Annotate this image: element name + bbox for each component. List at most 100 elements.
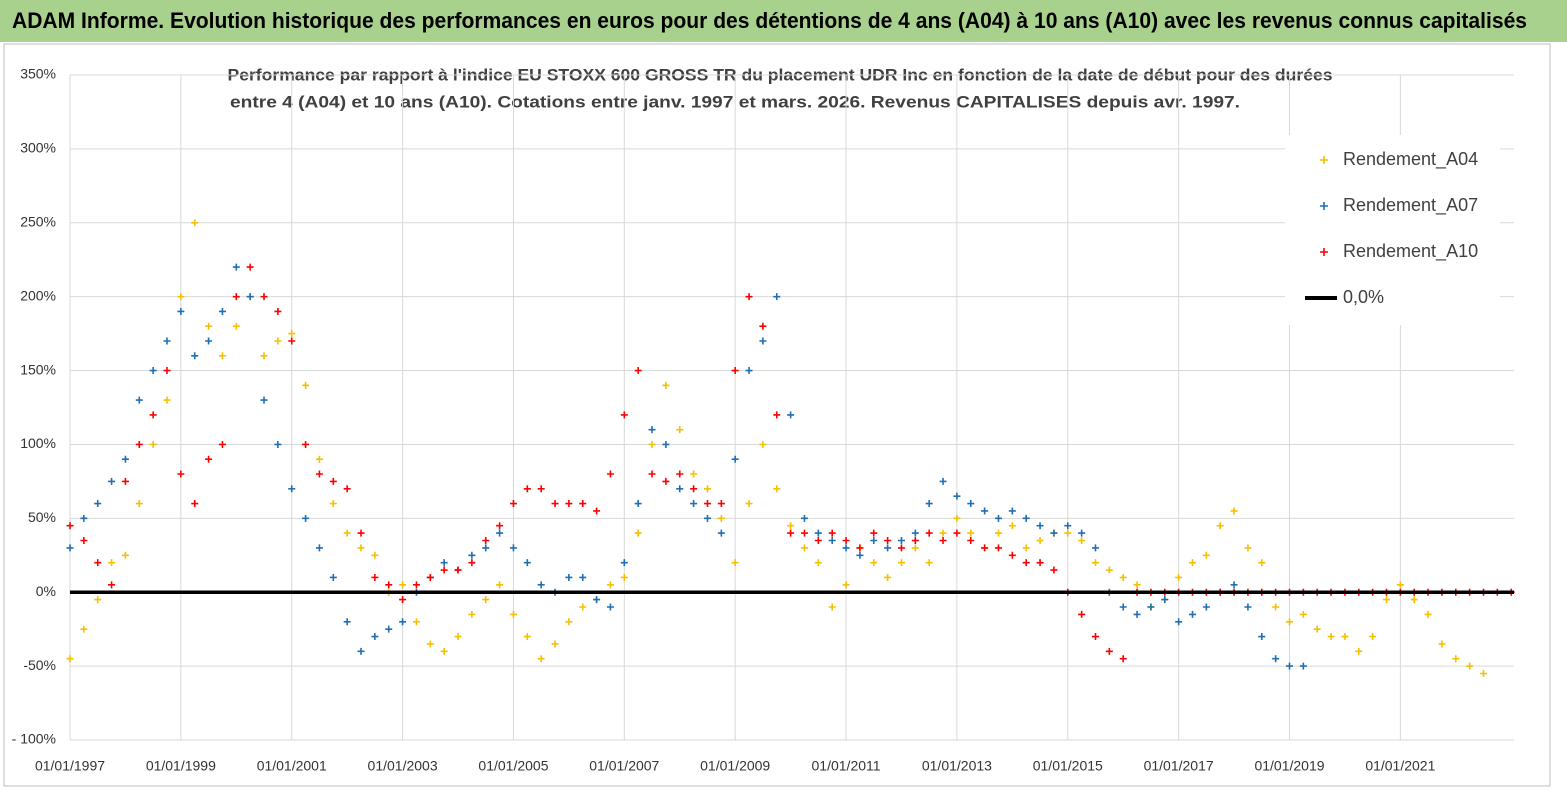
x-tick-label: 01/01/2009	[700, 758, 770, 774]
data-point	[288, 337, 296, 345]
data-point	[676, 485, 684, 493]
data-point	[1424, 610, 1432, 618]
data-point	[828, 537, 836, 544]
data-point	[1216, 522, 1224, 530]
data-point	[634, 500, 642, 508]
data-point	[260, 396, 268, 404]
data-point	[1036, 522, 1044, 530]
data-point	[288, 330, 296, 338]
data-point	[232, 293, 240, 301]
data-point	[66, 655, 74, 663]
data-point	[759, 322, 767, 330]
data-point	[80, 537, 88, 544]
data-point	[1091, 559, 1099, 567]
data-point	[814, 529, 822, 537]
data-point	[496, 522, 504, 530]
data-point	[108, 559, 116, 567]
data-point	[842, 544, 850, 552]
data-point	[1244, 603, 1252, 611]
data-point	[302, 514, 310, 522]
data-point	[66, 544, 74, 552]
data-point	[1286, 618, 1293, 626]
data-point	[606, 470, 614, 478]
data-point	[1133, 610, 1141, 618]
data-point	[800, 514, 808, 522]
data-point	[911, 529, 919, 537]
data-point	[565, 500, 573, 508]
data-point	[496, 529, 504, 537]
data-point	[620, 559, 628, 567]
data-point	[482, 596, 490, 604]
data-point	[579, 603, 587, 611]
data-point	[606, 603, 614, 611]
data-point	[1202, 551, 1210, 559]
data-point	[551, 500, 559, 508]
data-point	[897, 544, 905, 552]
data-point	[357, 647, 365, 655]
data-point	[66, 522, 74, 530]
data-point	[676, 426, 684, 434]
data-point	[856, 544, 864, 552]
data-point	[1022, 514, 1030, 522]
data-point	[745, 293, 753, 301]
data-point	[1036, 537, 1044, 544]
data-point	[205, 322, 213, 330]
x-tick-label: 01/01/2001	[257, 758, 327, 774]
data-point	[426, 640, 434, 648]
data-point	[870, 529, 878, 537]
data-point	[703, 514, 711, 522]
data-point	[634, 367, 642, 375]
data-point	[412, 618, 420, 626]
data-point	[440, 566, 448, 574]
x-tick-label: 01/01/2013	[922, 758, 992, 774]
data-point	[745, 500, 753, 508]
data-point	[593, 596, 601, 604]
data-point	[606, 581, 614, 589]
data-point	[967, 500, 975, 508]
data-point	[468, 610, 476, 618]
data-point	[690, 485, 698, 493]
data-point	[1272, 603, 1280, 611]
data-point	[939, 529, 947, 537]
data-point	[1036, 559, 1044, 567]
data-point	[842, 537, 850, 544]
data-point	[94, 500, 102, 508]
data-point	[884, 537, 892, 544]
data-point	[953, 529, 961, 537]
y-tick-label: 100%	[20, 435, 56, 451]
data-point	[399, 596, 407, 604]
data-point	[80, 514, 88, 522]
data-point	[1022, 559, 1030, 567]
data-point	[371, 573, 379, 581]
data-point	[191, 352, 199, 360]
data-point	[149, 367, 157, 375]
chart-title: ADAM Informe. Evolution historique des p…	[12, 8, 1527, 33]
data-point	[1258, 559, 1266, 567]
data-point	[703, 485, 711, 493]
data-point	[662, 440, 670, 448]
data-point	[343, 485, 351, 493]
data-point	[1299, 610, 1307, 618]
data-point	[814, 559, 822, 567]
data-point	[440, 647, 448, 655]
data-point	[1008, 551, 1016, 559]
data-point	[523, 559, 531, 567]
data-point	[260, 352, 268, 360]
data-point	[800, 544, 808, 552]
data-point	[870, 559, 878, 567]
data-point	[163, 337, 171, 345]
data-point	[1258, 633, 1266, 641]
x-tick-label: 01/01/2019	[1254, 758, 1324, 774]
data-point	[1091, 633, 1099, 641]
data-point	[135, 500, 143, 508]
data-point	[343, 618, 351, 626]
data-point	[523, 485, 531, 493]
data-point	[1119, 655, 1127, 663]
data-point	[509, 610, 517, 618]
x-tick-label: 01/01/2015	[1033, 758, 1103, 774]
y-tick-label: -50%	[23, 657, 56, 673]
data-point	[315, 470, 323, 478]
legend-swatch	[1320, 202, 1328, 210]
